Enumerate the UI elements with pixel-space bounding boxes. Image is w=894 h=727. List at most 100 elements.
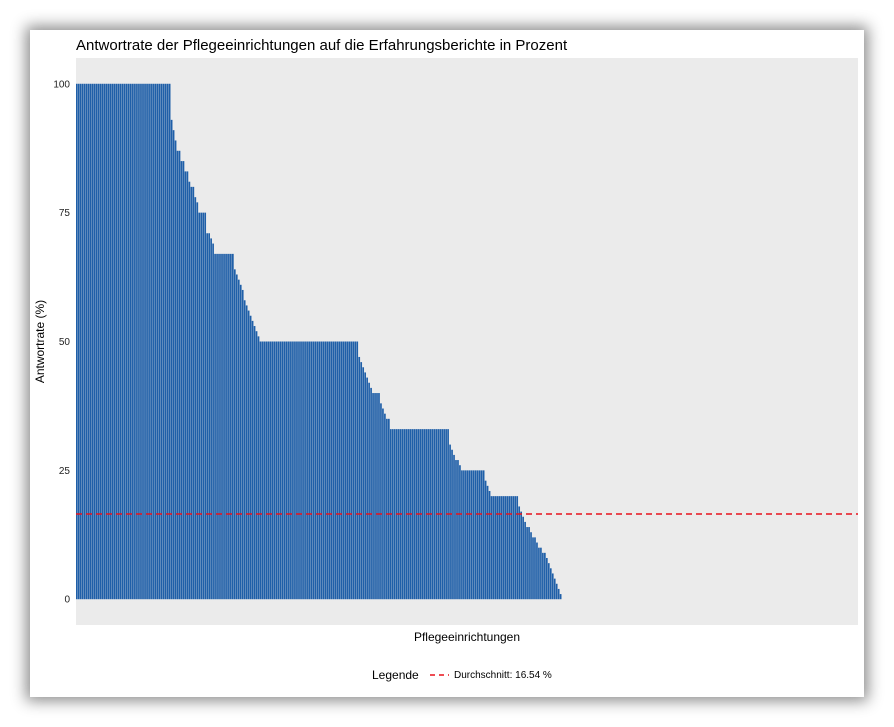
bar: [551, 573, 554, 600]
bar: [443, 429, 445, 600]
bar: [76, 83, 78, 600]
bar: [542, 552, 544, 600]
bar: [115, 83, 118, 600]
bar: [376, 393, 378, 600]
bar: [512, 496, 515, 600]
bar: [259, 341, 262, 600]
bar: [119, 83, 122, 600]
bar: [81, 83, 84, 600]
bar: [137, 83, 139, 600]
bar: [253, 326, 256, 600]
bar: [494, 496, 497, 600]
bar: [265, 341, 268, 600]
bar: [127, 83, 130, 600]
bar: [214, 253, 216, 600]
x-axis-title: Pflegeeinrichtungen: [414, 630, 520, 644]
legend: Legende Durchschnitt: 16.54 %: [372, 668, 552, 682]
bar: [470, 470, 473, 600]
bar: [518, 506, 521, 600]
bar: [388, 418, 390, 600]
bar: [166, 83, 169, 600]
bar: [190, 186, 193, 600]
bar: [459, 465, 461, 600]
bar: [488, 490, 491, 600]
bar: [178, 150, 181, 600]
bar: [346, 341, 349, 600]
bar: [210, 238, 212, 600]
bar: [421, 429, 424, 600]
bar: [490, 496, 493, 600]
bar: [480, 470, 483, 600]
bar: [468, 470, 471, 600]
bar: [235, 274, 238, 600]
bar: [131, 83, 133, 600]
bar: [224, 253, 226, 600]
bar: [149, 83, 151, 600]
bar: [362, 367, 365, 600]
bar: [125, 83, 128, 600]
bar: [352, 341, 355, 600]
bar: [547, 563, 550, 600]
bar: [360, 362, 363, 600]
bar: [413, 429, 416, 600]
bar: [162, 83, 165, 600]
bar: [164, 83, 167, 600]
bar: [530, 532, 532, 600]
bar: [129, 83, 131, 600]
legend-title: Legende: [372, 668, 419, 682]
bar: [314, 341, 317, 600]
bar: [338, 341, 341, 600]
bar: [295, 341, 297, 600]
bar: [534, 537, 536, 600]
y-axis-title: Antwortrate (%): [33, 300, 47, 383]
bar: [79, 83, 82, 600]
bar: [297, 341, 299, 600]
bar: [97, 83, 100, 600]
bar: [232, 253, 234, 600]
bar: [433, 429, 436, 600]
bar: [526, 527, 528, 600]
bar: [504, 496, 507, 600]
bar: [261, 341, 264, 600]
bar: [516, 496, 519, 600]
bar: [202, 212, 205, 600]
bar: [449, 444, 451, 600]
bar: [91, 83, 94, 600]
bar: [133, 83, 135, 600]
bar: [372, 393, 374, 600]
bar: [109, 83, 112, 600]
bar: [101, 83, 104, 600]
bar: [273, 341, 276, 600]
bar: [354, 341, 357, 600]
bar: [301, 341, 303, 600]
bar: [151, 83, 153, 600]
bar: [393, 429, 396, 600]
bar: [522, 516, 524, 600]
bar: [143, 83, 145, 600]
bar: [111, 83, 114, 600]
bar: [482, 470, 485, 600]
bar: [105, 83, 108, 600]
bar: [520, 511, 522, 600]
bar: [549, 568, 552, 600]
bar: [251, 320, 254, 600]
bar: [322, 341, 325, 600]
bar-series: [76, 83, 562, 600]
bar: [368, 382, 370, 600]
bar: [401, 429, 404, 600]
bar: [374, 393, 376, 600]
bar: [99, 83, 102, 600]
bar: [222, 253, 224, 600]
bar: [423, 429, 426, 600]
bar: [342, 341, 345, 600]
chart-svg: Antwortrate der Pflegeeinrichtungen auf …: [33, 37, 858, 682]
bar: [484, 480, 487, 600]
bar: [492, 496, 495, 600]
bar: [328, 341, 331, 600]
bar: [461, 470, 463, 600]
bar: [465, 470, 467, 600]
bar: [275, 341, 278, 600]
bar: [540, 547, 542, 600]
bar: [348, 341, 351, 600]
bar: [249, 315, 252, 600]
